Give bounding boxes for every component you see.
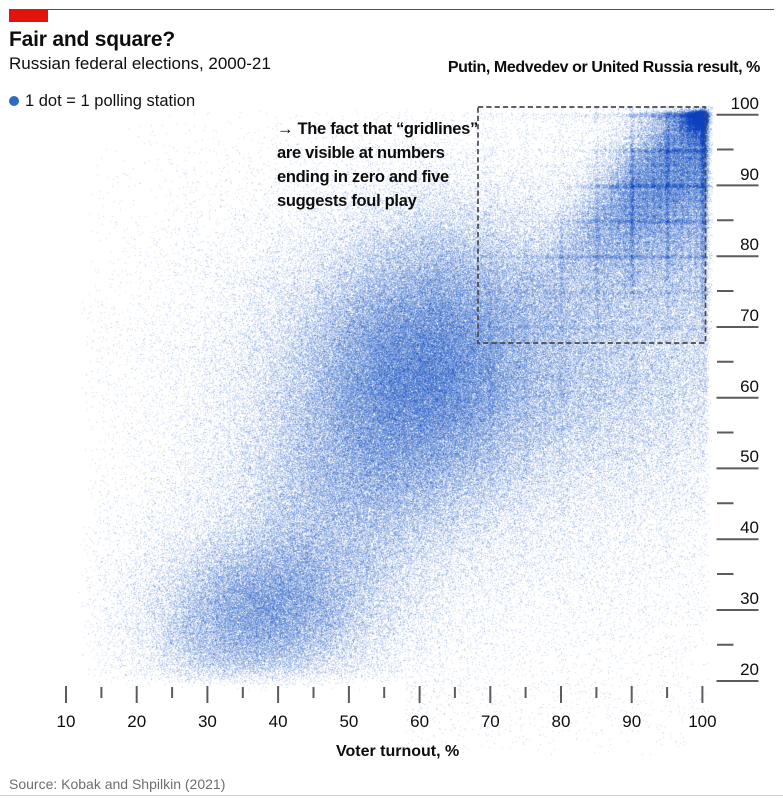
svg-text:70: 70 [740, 306, 759, 325]
svg-text:60: 60 [410, 712, 429, 731]
svg-text:80: 80 [740, 235, 759, 254]
svg-text:40: 40 [740, 518, 759, 537]
svg-text:20: 20 [740, 660, 759, 679]
svg-text:40: 40 [269, 712, 288, 731]
svg-text:50: 50 [339, 712, 358, 731]
svg-text:10: 10 [57, 712, 76, 731]
svg-text:60: 60 [740, 377, 759, 396]
svg-text:80: 80 [552, 712, 571, 731]
svg-text:30: 30 [740, 589, 759, 608]
svg-text:100: 100 [688, 712, 716, 731]
svg-text:50: 50 [740, 447, 759, 466]
svg-text:90: 90 [622, 712, 641, 731]
svg-text:30: 30 [198, 712, 217, 731]
svg-text:90: 90 [740, 165, 759, 184]
svg-text:100: 100 [731, 94, 759, 113]
svg-text:20: 20 [127, 712, 146, 731]
svg-text:70: 70 [481, 712, 500, 731]
